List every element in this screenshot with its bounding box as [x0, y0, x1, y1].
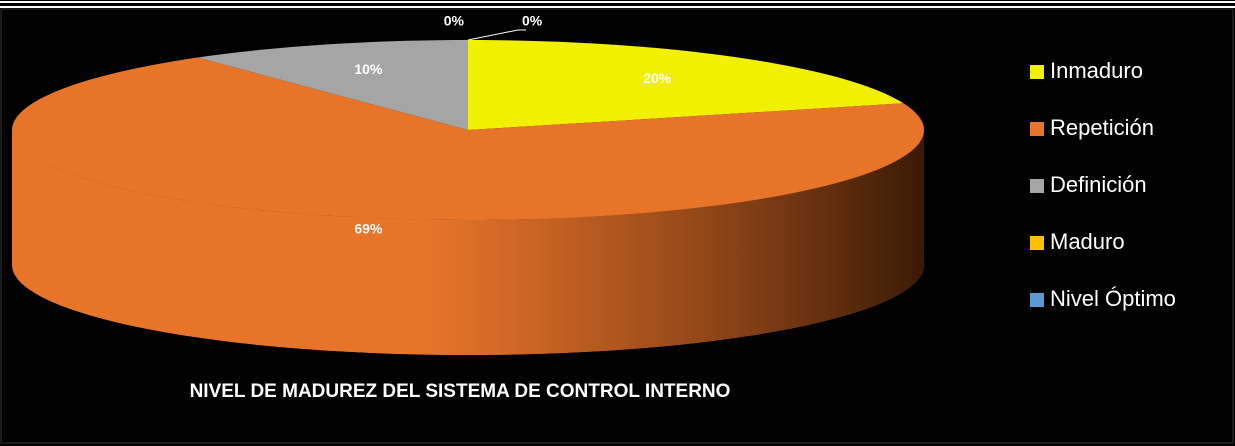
data-label: 0%	[522, 13, 543, 29]
legend-label: Nivel Óptimo	[1050, 286, 1176, 311]
leader-line	[467, 29, 526, 41]
legend-label: Inmaduro	[1050, 58, 1143, 83]
legend-swatch	[1030, 65, 1044, 79]
legend-swatch	[1030, 179, 1044, 193]
legend-label: Repetición	[1050, 115, 1154, 140]
slice	[468, 40, 904, 130]
legend-swatch	[1030, 293, 1044, 307]
legend-swatch	[1030, 236, 1044, 250]
data-label: 20%	[643, 70, 672, 86]
data-label: 69%	[354, 221, 383, 237]
legend: Inmaduro Repetición Definición Maduro Nivel …	[1030, 58, 1176, 311]
chart-title: NIVEL DE MADUREZ DEL SISTEMA DE CONTROL …	[190, 381, 731, 402]
slice	[12, 57, 924, 220]
legend-label: Maduro	[1050, 229, 1125, 254]
slice	[197, 40, 469, 130]
legend-swatch	[1030, 122, 1044, 136]
slice-side-shade	[12, 130, 924, 355]
data-label: 0%	[444, 13, 465, 29]
frame	[0, 8, 1234, 444]
data-label: 10%	[354, 61, 383, 77]
legend-label: Definición	[1050, 172, 1147, 197]
pie: 20% 69% 10% 0% 0%	[12, 13, 924, 355]
